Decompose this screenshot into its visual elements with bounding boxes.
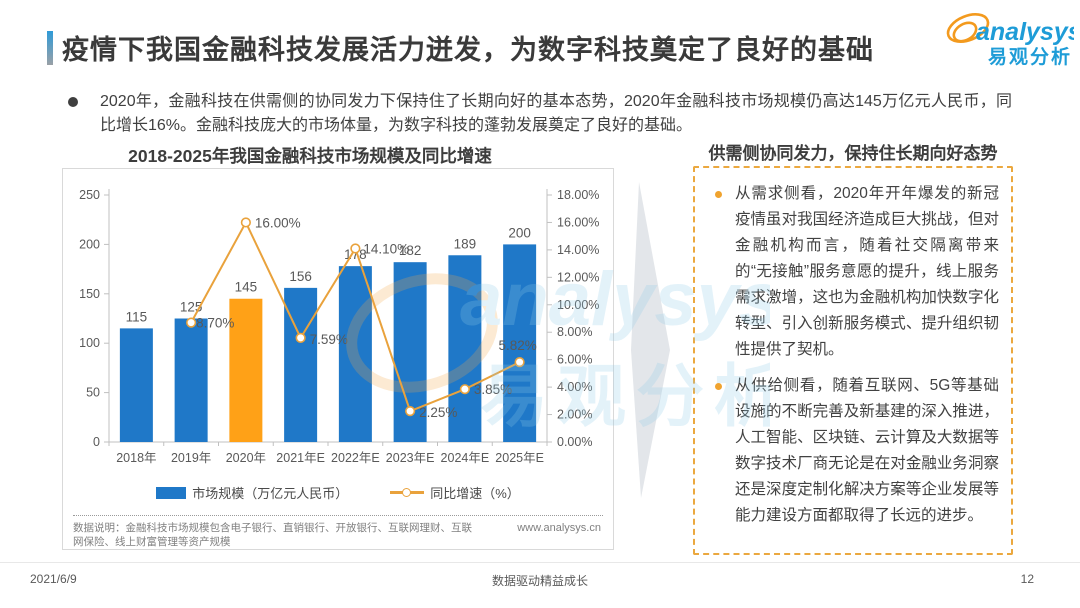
right-axis-tick: 18.00%: [557, 188, 599, 202]
orange-bullet-icon: [715, 191, 722, 198]
left-axis-tick: 100: [79, 336, 100, 350]
source-row: 数据说明：金融科技市场规模包含电子银行、直销银行、开放银行、互联网理财、互联网保…: [73, 521, 601, 549]
bar-value-label: 182: [399, 243, 422, 258]
footer: 2021/6/9 数据驱动精益成长 12: [0, 562, 1080, 608]
bar-value-label: 156: [289, 269, 312, 284]
right-axis-tick: 10.00%: [557, 298, 599, 312]
x-category-label: 2019年: [171, 451, 211, 465]
bar-2022年E: [338, 266, 372, 442]
intro-text: 2020年，金融科技在供需侧的协同发力下保持住了长期向好的基本态势，2020年金…: [100, 93, 1012, 134]
right-axis-tick: 4.00%: [557, 380, 592, 394]
x-category-label: 2020年: [226, 451, 266, 465]
legend-item-line: 同比增速（%）: [390, 483, 520, 502]
footer-date: 2021/6/9: [30, 572, 77, 586]
bar-value-label: 189: [454, 236, 477, 251]
intro-paragraph: 2020年，金融科技在供需侧的协同发力下保持住了长期向好的基本态势，2020年金…: [66, 90, 1016, 138]
title-accent-bar: [47, 31, 53, 65]
legend-item-bar: 市场规模（万亿元人民币）: [156, 483, 348, 502]
panel-bullet-text: 从需求侧看，2020年开年爆发的新冠疫情虽对我国经济造成巨大挑战，但对金融机构而…: [735, 185, 999, 358]
right-axis-tick: 14.00%: [557, 243, 599, 257]
line-swatch-icon: [390, 487, 425, 497]
right-arrow-icon: [631, 182, 670, 498]
chart-box: 0 50 100 150 200 250 0.00% 2.00% 4.00% 6.00% 8.00%…: [62, 168, 614, 550]
x-category-label: 2023年E: [386, 451, 435, 465]
line-value-label: 5.82%: [498, 338, 536, 353]
bar-value-label: 145: [235, 280, 258, 295]
x-category-label: 2018年: [116, 451, 156, 465]
source-note: 数据说明：金融科技市场规模包含电子银行、直销银行、开放银行、互联网理财、互联网保…: [73, 522, 472, 548]
right-axis-tick: 8.00%: [557, 325, 592, 339]
bar-swatch-icon: [156, 486, 187, 499]
panel-bullet-supply: 从供给侧看，随着互联网、5G等基础设施的不断完善及新基建的深入推进，人工智能、区…: [709, 373, 999, 529]
line-value-label: 14.10%: [363, 242, 409, 257]
chart-legend: 市场规模（万亿元人民币） 同比增速（%）: [63, 483, 613, 502]
line-marker: [405, 406, 416, 417]
line-marker: [350, 243, 361, 254]
panel-bullet-text: 从供给侧看，随着互联网、5G等基础设施的不断完善及新基建的深入推进，人工智能、区…: [735, 377, 999, 524]
logo-cn-text: 易观分析: [988, 45, 1072, 68]
left-axis-tick: 150: [79, 287, 100, 301]
line-value-label: 7.59%: [310, 332, 348, 347]
bar-2025年E: [503, 244, 537, 442]
website-link: www.analysys.cn: [517, 522, 601, 534]
panel-heading: 供需侧协同发力，保持住长期向好态势: [708, 144, 998, 163]
bar-2024年E: [448, 255, 482, 442]
x-category-label: 2024年E: [441, 451, 490, 465]
page-title: 疫情下我国金融科技发展活力迸发，为数字科技奠定了良好的基础: [62, 35, 874, 65]
combo-chart: 0 50 100 150 200 250 0.00% 2.00% 4.00% 6.00% 8.00%…: [79, 188, 599, 465]
panel-bullet-demand: 从需求侧看，2020年开年爆发的新冠疫情虽对我国经济造成巨大挑战，但对金融机构而…: [709, 181, 999, 363]
right-axis-tick: 2.00%: [557, 408, 592, 422]
chart-separator: [73, 515, 603, 516]
bar-value-label: 115: [126, 309, 148, 324]
footer-slogan: 数据驱动精益成长: [491, 574, 588, 588]
right-axis-tick: 12.00%: [557, 270, 599, 284]
bar-2018年: [119, 328, 153, 442]
line-value-label: 8.70%: [196, 316, 234, 331]
line-marker: [186, 317, 197, 328]
line-marker: [295, 332, 306, 343]
page-number: 12: [1020, 572, 1034, 586]
bullet-dot-icon: [68, 97, 78, 107]
x-category-label: 2025年E: [495, 451, 544, 465]
left-axis-tick: 0: [93, 435, 100, 449]
orange-bullet-icon: [715, 383, 722, 390]
left-axis-tick: 250: [79, 188, 100, 202]
bar-value-label: 200: [508, 225, 531, 240]
line-marker: [240, 217, 251, 228]
line-value-label: 3.85%: [474, 382, 512, 397]
analysys-logo-icon: analysys 易观分析: [946, 13, 1080, 68]
analysys-logo: analysys 易观分析: [940, 6, 1080, 75]
left-axis-tick: 50: [86, 386, 100, 400]
bar-2021年E: [284, 287, 318, 442]
line-marker: [459, 384, 470, 395]
logo-brand-text: analysys: [976, 18, 1074, 46]
right-axis-tick: 6.00%: [557, 353, 592, 367]
x-category-label: 2022年E: [331, 451, 380, 465]
line-marker: [514, 357, 525, 368]
left-axis-tick: 200: [79, 237, 100, 251]
legend-bar-label: 市场规模（万亿元人民币）: [192, 486, 349, 501]
x-category-label: 2021年E: [276, 451, 325, 465]
insight-panel: 从需求侧看，2020年开年爆发的新冠疫情虽对我国经济造成巨大挑战，但对金融机构而…: [693, 166, 1013, 555]
bar-2020年: [229, 298, 263, 442]
right-axis-tick: 0.00%: [557, 435, 592, 449]
right-axis-tick: 16.00%: [557, 215, 599, 229]
chart-title: 2018-2025年我国金融科技市场规模及同比增速: [128, 146, 492, 166]
line-value-label: 16.00%: [255, 215, 301, 230]
bar-2019年: [174, 318, 208, 442]
line-value-label: 2.25%: [419, 405, 457, 420]
legend-line-label: 同比增速（%）: [430, 486, 520, 501]
